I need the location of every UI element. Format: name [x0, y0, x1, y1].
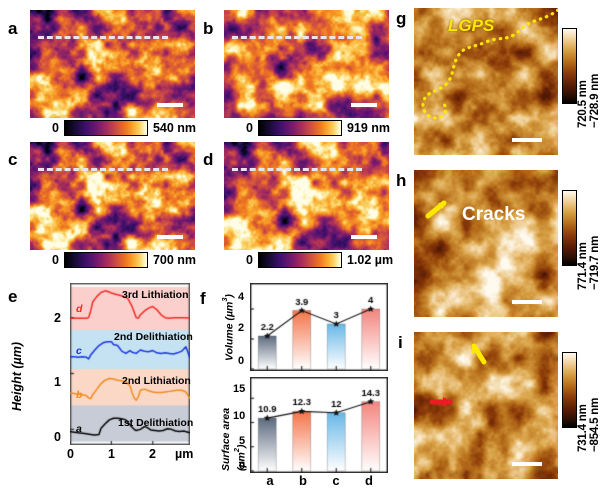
colorbar-g: 720.5 nm −728.9 nm — [562, 28, 600, 128]
colorbar-g-labels: 720.5 nm −728.9 nm — [577, 4, 600, 128]
panel-f-bottom-ytick-15: 15 — [233, 383, 246, 395]
height-profile-chart: Height (µm) 2 1 0 0 1 2 µm 3rd Lithiatio… — [10, 283, 196, 461]
profile-line-d — [232, 168, 362, 171]
panel-e-series-letter-a: a — [76, 423, 82, 435]
colorbar-h-max: 771.4 nm — [577, 242, 589, 290]
colorbar-d-gradient — [257, 252, 342, 268]
colorbar-d-min: 0 — [246, 253, 253, 267]
scale-bar-c — [157, 235, 183, 239]
colorbar-d-max: 1.02 µm — [346, 253, 394, 267]
colorbar-h-labels: 771.4 nm −719.7 nm — [577, 166, 600, 290]
profile-line-b — [232, 36, 362, 39]
colorbar-i: 731.4 nm −854.5 nm — [562, 352, 600, 452]
panel-f-cat-d: d — [365, 473, 373, 488]
panel-e-series-letter-c: c — [76, 345, 82, 357]
colorbar-b-min: 0 — [246, 121, 253, 135]
colorbar-h-gradient — [562, 190, 577, 266]
colorbar-i-min: −854.5 nm — [589, 397, 600, 452]
afm-image-a[interactable] — [30, 10, 195, 118]
panel-f-bottom-ytick-10: 10 — [233, 410, 246, 422]
panel-f-top-ytick-2: 2 — [238, 322, 245, 334]
colorbar-h: 771.4 nm −719.7 nm — [562, 190, 600, 290]
panel-e-xtick-1: 1 — [108, 447, 115, 461]
colorbar-d: 0 1.02 µm — [246, 252, 393, 268]
panel-letter-b: b — [203, 19, 214, 38]
afm-image-c[interactable] — [30, 142, 195, 250]
colorbar-g-gradient — [562, 28, 577, 104]
panel-letter-e: e — [8, 287, 18, 306]
panel-f-bottom-ytick-5: 5 — [239, 435, 246, 447]
panel-letter-a: a — [8, 19, 18, 38]
panel-e-series-letter-d: d — [76, 303, 83, 315]
colorbar-c-max: 700 nm — [152, 253, 197, 267]
colorbar-b: 0 919 nm — [246, 120, 390, 136]
afm-image-g[interactable]: LGPS — [414, 8, 558, 155]
panel-f-bottom-ytick-0: 0 — [239, 460, 246, 472]
colorbar-c: 0 700 nm — [52, 252, 196, 268]
colorbar-g-min: −728.9 nm — [589, 73, 600, 128]
panel-f-top-ytick-4: 4 — [238, 291, 245, 303]
profile-line-a — [38, 36, 168, 39]
panel-f-cat-b: b — [299, 473, 307, 488]
colorbar-a-min: 0 — [52, 121, 59, 135]
colorbar-g-max: 720.5 nm — [577, 80, 589, 128]
panel-e-xtick-0: 0 — [67, 447, 74, 461]
panel-letter-d: d — [203, 150, 214, 169]
scale-bar-g — [512, 138, 542, 142]
scale-bar-i — [512, 462, 542, 466]
colorbar-c-gradient — [63, 252, 148, 268]
volume-surface-chart: Volume (µm3) 4 2 0 Surface area (µm2) 15… — [220, 283, 392, 488]
colorbar-b-gradient — [257, 120, 342, 136]
panel-letter-i: i — [398, 333, 403, 352]
cracks-label: Cracks — [462, 204, 526, 225]
panel-e-legend-b: 2nd Lithiation — [122, 375, 191, 387]
colorbar-a: 0 540 nm — [52, 120, 196, 136]
colorbar-i-max: 731.4 nm — [577, 404, 589, 452]
panel-e-legend-c: 2nd Delithiation — [114, 331, 193, 343]
panel-e-y-label: Height (µm) — [10, 341, 24, 411]
scale-bar-h — [512, 300, 542, 304]
panel-e-ytick-0: 0 — [54, 430, 61, 444]
panel-e-x-label: µm — [175, 447, 194, 461]
scale-bar-d — [351, 235, 377, 239]
afm-image-i[interactable] — [414, 332, 558, 479]
colorbar-a-gradient — [63, 120, 148, 136]
afm-image-d[interactable] — [224, 142, 389, 250]
scale-bar-b — [351, 103, 377, 107]
scale-bar-a — [157, 103, 183, 107]
colorbar-i-gradient — [562, 352, 577, 428]
profile-line-c — [38, 168, 168, 171]
colorbar-c-min: 0 — [52, 253, 59, 267]
panel-letter-f: f — [200, 289, 206, 308]
boundary-dotted-line — [421, 8, 558, 120]
arrow-icons-i — [429, 343, 487, 407]
colorbar-b-max: 919 nm — [346, 121, 391, 135]
panel-e-ytick-1: 1 — [54, 375, 61, 389]
panel-letter-h: h — [396, 171, 407, 190]
panel-e-series-letter-b: b — [76, 389, 83, 401]
panel-f-cat-a: a — [266, 473, 274, 488]
panel-f-top-y-label: Volume (µm3) — [220, 294, 236, 361]
panel-e-ytick-2: 2 — [54, 311, 61, 325]
yellow-arrow-icon-h — [425, 200, 447, 219]
lgps-label: LGPS — [448, 16, 495, 35]
colorbar-a-max: 540 nm — [152, 121, 197, 135]
afm-image-h[interactable]: Cracks — [414, 170, 558, 317]
panel-letter-c: c — [8, 150, 18, 169]
panel-letter-g: g — [396, 9, 407, 28]
colorbar-h-min: −719.7 nm — [589, 235, 600, 290]
panel-e-legend-a: 1st Delithiation — [118, 417, 194, 429]
colorbar-i-labels: 731.4 nm −854.5 nm — [577, 328, 600, 452]
panel-e-xtick-2: 2 — [149, 447, 156, 461]
panel-f-top-ytick-0: 0 — [238, 355, 245, 367]
panel-f-cat-c: c — [332, 473, 340, 488]
panel-e-legend-d: 3rd Lithiation — [122, 289, 189, 301]
afm-image-b[interactable] — [224, 10, 389, 118]
